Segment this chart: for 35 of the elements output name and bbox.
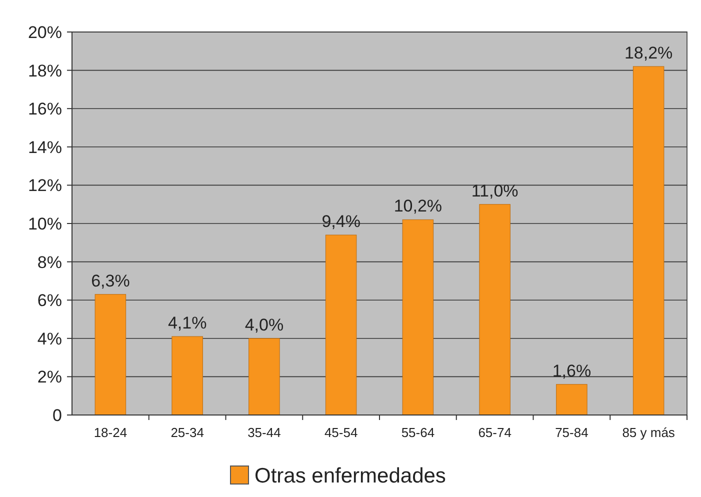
y-tick-label: 18% (28, 61, 62, 80)
y-tick-label: 14% (28, 138, 62, 157)
x-tick-label: 45-54 (324, 425, 358, 440)
text: 10,2% (394, 196, 442, 216)
legend-label: Otras enfermedades (254, 464, 446, 488)
x-tick-label: 25-34 (170, 425, 204, 440)
bar (248, 338, 280, 416)
text: 11,0% (471, 181, 518, 200)
bar (479, 204, 510, 416)
y-tick-label: 0 (52, 406, 62, 425)
bar (632, 66, 664, 416)
y-tick-label: 20% (28, 22, 62, 42)
bar (94, 294, 126, 416)
y-tick-label: 8% (37, 252, 62, 272)
y-tick-label: 16% (28, 100, 62, 119)
x-tick-label: 85 y más (622, 425, 676, 440)
x-tick-label: 75-84 (555, 425, 588, 440)
text: 1,6% (552, 361, 592, 380)
y-tick-label: 10% (28, 214, 62, 234)
x-tick-label: 35-44 (248, 425, 281, 440)
y-tick-label: 12% (28, 176, 62, 196)
text: 4,0% (244, 315, 284, 334)
bar (172, 336, 203, 416)
bar (325, 234, 357, 416)
x-tick-label: 18-24 (94, 425, 128, 440)
x-tick-label: 65-74 (478, 425, 512, 440)
bar (402, 219, 434, 416)
y-tick-label: 6% (37, 291, 62, 310)
y-tick-label: 4% (37, 329, 62, 348)
x-tick-label: 55-64 (401, 425, 435, 440)
text: 4,1% (168, 313, 207, 332)
text: 18,2% (624, 43, 673, 62)
bar (556, 384, 588, 416)
y-tick-label: 2% (37, 368, 62, 387)
text: 6,3% (91, 271, 130, 290)
